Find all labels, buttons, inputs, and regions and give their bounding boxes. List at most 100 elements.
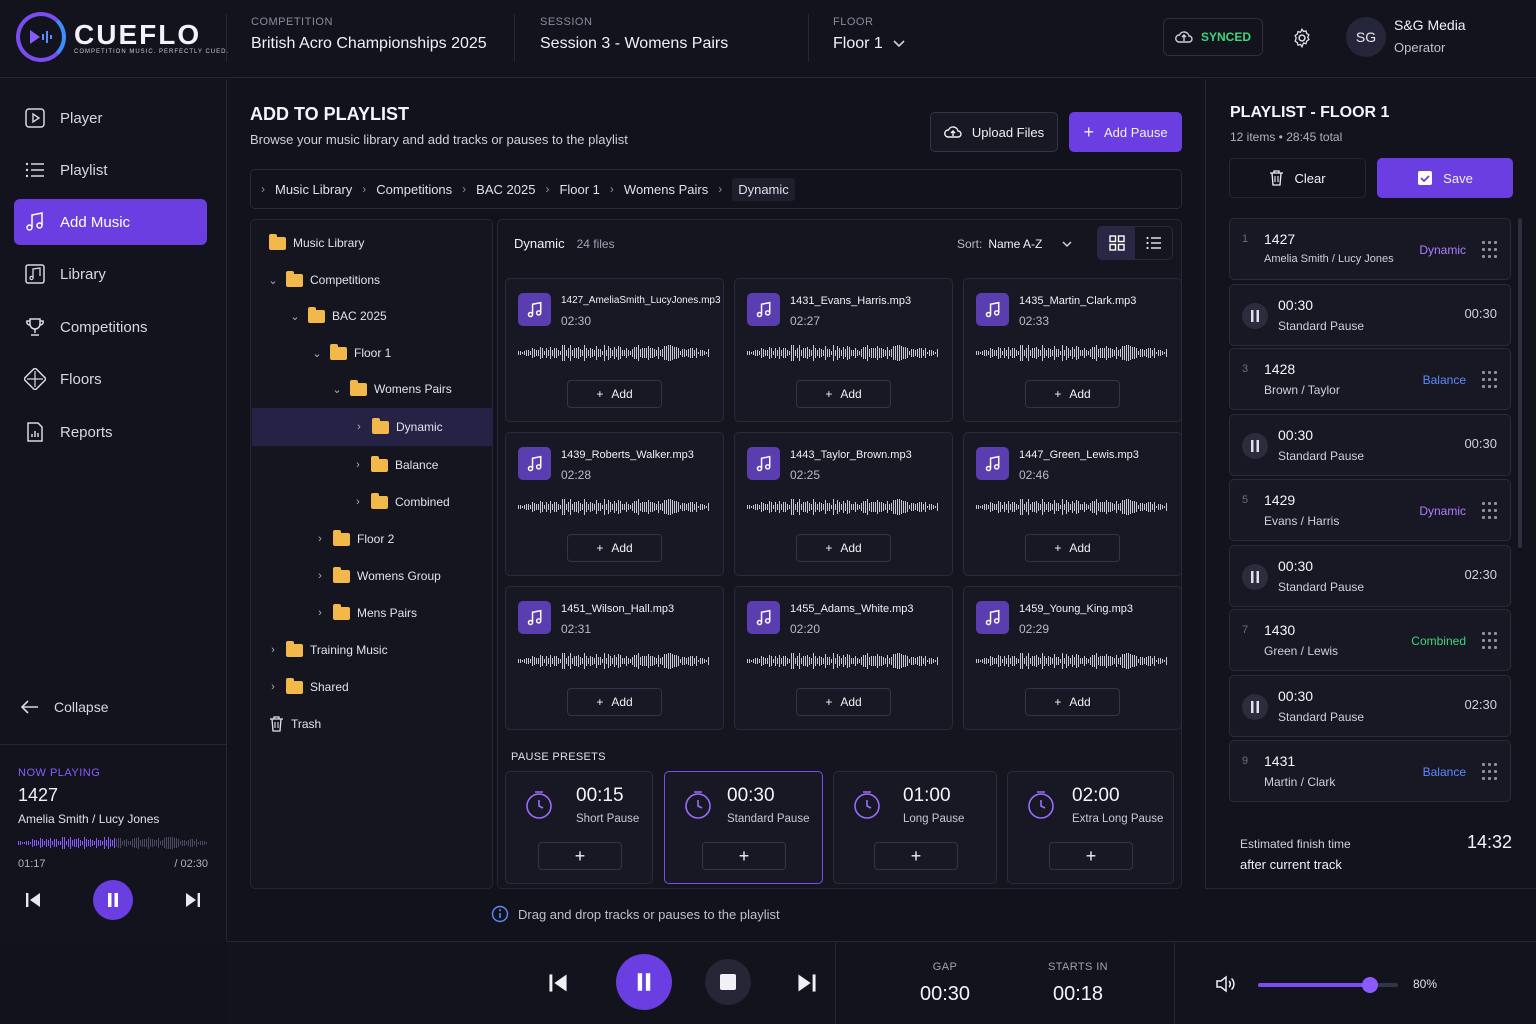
- file-card[interactable]: 1443_Taylor_Brown.mp3 02:25 + Add: [734, 432, 953, 576]
- add-preset-button[interactable]: +: [1049, 842, 1133, 870]
- add-file-button[interactable]: + Add: [1025, 380, 1120, 408]
- playlist-pause-item[interactable]: 00:30 Standard Pause 02:30: [1229, 675, 1511, 737]
- stop-button[interactable]: [705, 959, 751, 1005]
- file-card[interactable]: 1455_Adams_White.mp3 02:20 + Add: [734, 586, 953, 730]
- avatar[interactable]: SG: [1346, 17, 1386, 57]
- add-file-button[interactable]: + Add: [567, 688, 662, 716]
- sidebar-item-competitions[interactable]: Competitions: [14, 304, 207, 350]
- file-card[interactable]: 1451_Wilson_Hall.mp3 02:31 + Add: [505, 586, 724, 730]
- file-card[interactable]: 1435_Martin_Clark.mp3 02:33 + Add: [963, 278, 1182, 422]
- sidebar-item-add-music[interactable]: Add Music: [14, 199, 207, 245]
- floor-selector[interactable]: FLOOR Floor 1: [833, 16, 905, 53]
- chevron-right-icon[interactable]: ›: [318, 533, 322, 545]
- sidebar-pause-button[interactable]: [93, 880, 133, 920]
- breadcrumb-current[interactable]: Dynamic: [732, 177, 795, 201]
- drag-handle-icon[interactable]: [1482, 632, 1497, 650]
- sidebar-item-library[interactable]: Library: [14, 251, 207, 297]
- playlist-track-item[interactable]: 3 1428 Brown / Taylor Balance: [1229, 348, 1511, 410]
- playlist-track-item[interactable]: 7 1430 Green / Lewis Combined: [1229, 609, 1511, 671]
- tree-node-trash[interactable]: Trash: [269, 705, 321, 743]
- tree-node-bac-2025[interactable]: ⌄ BAC 2025: [289, 297, 387, 335]
- file-card[interactable]: 1427_AmeliaSmith_LucyJones.mp3 02:30 + Ad…: [505, 278, 724, 422]
- file-card[interactable]: 1439_Roberts_Walker.mp3 02:28 + Add: [505, 432, 724, 576]
- sort-dropdown[interactable]: Sort: Name A-Z: [957, 237, 1072, 251]
- playlist-pause-item[interactable]: 00:30 Standard Pause 02:30: [1229, 545, 1511, 607]
- file-card[interactable]: 1431_Evans_Harris.mp3 02:27 + Add: [734, 278, 953, 422]
- pause-preset-card[interactable]: 00:30 Standard Pause +: [664, 771, 823, 884]
- playlist-pause-item[interactable]: 00:30 Standard Pause 00:30: [1229, 284, 1511, 346]
- chevron-down-icon[interactable]: ⌄: [312, 347, 322, 360]
- tree-node-womens-pairs[interactable]: ⌄ Womens Pairs: [331, 370, 452, 408]
- add-pause-button[interactable]: + Add Pause: [1069, 112, 1182, 152]
- skip-previous-icon[interactable]: [547, 972, 569, 994]
- save-button[interactable]: Save: [1377, 158, 1513, 198]
- add-file-button[interactable]: + Add: [567, 534, 662, 562]
- file-card[interactable]: 1459_Young_King.mp3 02:29 + Add: [963, 586, 1182, 730]
- playlist-track-item[interactable]: 5 1429 Evans / Harris Dynamic: [1229, 479, 1511, 541]
- chevron-right-icon[interactable]: ›: [271, 681, 275, 693]
- sidebar-item-floors[interactable]: Floors: [14, 356, 207, 402]
- chevron-down-icon[interactable]: ⌄: [268, 274, 278, 287]
- chevron-right-icon[interactable]: ›: [271, 644, 275, 656]
- chevron-right-icon[interactable]: ›: [357, 421, 361, 433]
- tree-node-floor-1[interactable]: ⌄ Floor 1: [311, 334, 391, 372]
- upload-files-button[interactable]: Upload Files: [930, 112, 1058, 152]
- file-card[interactable]: 1447_Green_Lewis.mp3 02:46 + Add: [963, 432, 1182, 576]
- skip-previous-icon[interactable]: [24, 891, 42, 909]
- now-playing-waveform[interactable]: [18, 836, 208, 850]
- main-pause-button[interactable]: [616, 954, 672, 1010]
- tree-node-combined[interactable]: › Combined: [352, 483, 450, 521]
- skip-next-icon[interactable]: [796, 972, 818, 994]
- add-file-button[interactable]: + Add: [1025, 534, 1120, 562]
- list-view-button[interactable]: [1135, 227, 1172, 259]
- skip-next-icon[interactable]: [184, 891, 202, 909]
- playlist-pause-item[interactable]: 00:30 Standard Pause 00:30: [1229, 414, 1511, 476]
- volume-knob[interactable]: [1362, 977, 1378, 993]
- pause-preset-card[interactable]: 01:00 Long Pause +: [833, 771, 997, 884]
- pause-preset-card[interactable]: 02:00 Extra Long Pause +: [1007, 771, 1174, 884]
- chevron-right-icon[interactable]: ›: [318, 570, 322, 582]
- sidebar-item-reports[interactable]: Reports: [14, 409, 207, 455]
- collapse-button[interactable]: Collapse: [20, 699, 108, 715]
- volume-icon[interactable]: [1215, 974, 1237, 994]
- breadcrumb-item[interactable]: Music Library: [275, 181, 353, 197]
- breadcrumb-item[interactable]: BAC 2025: [476, 181, 536, 197]
- settings-button[interactable]: [1284, 20, 1320, 56]
- session-selector[interactable]: SESSION Session 3 - Womens Pairs: [540, 16, 728, 53]
- clear-button[interactable]: Clear: [1229, 158, 1366, 198]
- tree-node-dynamic[interactable]: › Dynamic: [252, 408, 493, 446]
- add-file-button[interactable]: + Add: [796, 380, 891, 408]
- pause-preset-card[interactable]: 00:15 Short Pause +: [505, 771, 653, 884]
- playlist-track-item[interactable]: 9 1431 Martin / Clark Balance: [1229, 740, 1511, 802]
- drag-handle-icon[interactable]: [1482, 371, 1497, 389]
- breadcrumb-item[interactable]: Floor 1: [559, 181, 600, 197]
- chevron-right-icon[interactable]: ›: [356, 496, 360, 508]
- breadcrumb-item[interactable]: Competitions: [376, 181, 453, 197]
- add-preset-button[interactable]: +: [874, 842, 958, 870]
- chevron-down-icon[interactable]: ⌄: [290, 310, 300, 323]
- tree-node-mens-pairs[interactable]: › Mens Pairs: [314, 594, 417, 632]
- add-preset-button[interactable]: +: [702, 842, 786, 870]
- chevron-right-icon[interactable]: ›: [356, 459, 360, 471]
- tree-node-competitions[interactable]: ⌄ Competitions: [267, 261, 380, 299]
- chevron-down-icon[interactable]: ⌄: [332, 383, 342, 396]
- grid-view-button[interactable]: [1098, 227, 1135, 259]
- sidebar-item-playlist[interactable]: Playlist: [14, 147, 207, 193]
- drag-handle-icon[interactable]: [1482, 763, 1497, 781]
- tree-node-training-music[interactable]: › Training Music: [267, 631, 388, 669]
- tree-node-floor-2[interactable]: › Floor 2: [314, 520, 394, 558]
- tree-node-womens-group[interactable]: › Womens Group: [314, 557, 441, 595]
- competition-selector[interactable]: COMPETITION British Acro Championships 2…: [251, 16, 487, 53]
- drag-handle-icon[interactable]: [1482, 241, 1497, 259]
- breadcrumb-item[interactable]: Womens Pairs: [623, 181, 709, 197]
- drag-handle-icon[interactable]: [1482, 502, 1497, 520]
- add-file-button[interactable]: + Add: [796, 688, 891, 716]
- tree-node-shared[interactable]: › Shared: [267, 668, 349, 706]
- add-preset-button[interactable]: +: [538, 842, 622, 870]
- sync-status-button[interactable]: SYNCED: [1163, 18, 1263, 56]
- playlist-scrollbar[interactable]: [1518, 218, 1522, 548]
- sidebar-item-player[interactable]: Player: [14, 95, 207, 141]
- chevron-right-icon[interactable]: ›: [318, 607, 322, 619]
- add-file-button[interactable]: + Add: [567, 380, 662, 408]
- tree-node-balance[interactable]: › Balance: [352, 446, 438, 484]
